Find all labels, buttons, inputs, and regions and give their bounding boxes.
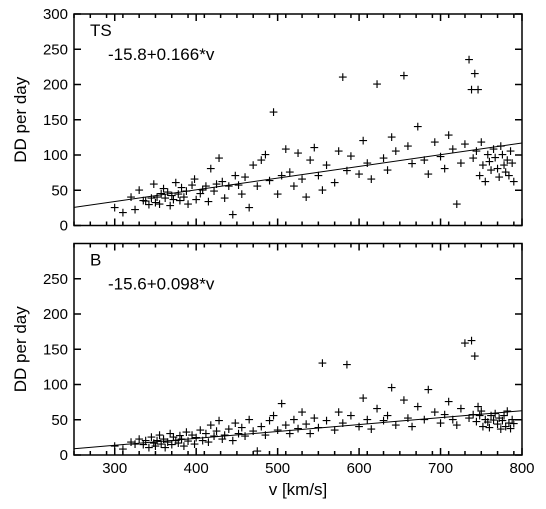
data-point: +	[269, 105, 278, 122]
y-axis-label: DD per day	[11, 76, 30, 162]
data-point: +	[383, 163, 392, 180]
scatter-figure: 050100150200250300DD per day++++++++++++…	[0, 0, 546, 509]
x-tick-label: 500	[265, 460, 290, 477]
y-tick-label: 250	[43, 271, 68, 288]
x-tick-label: 400	[184, 460, 209, 477]
x-tick-label: 800	[509, 460, 534, 477]
data-point: +	[322, 158, 331, 175]
data-point: +	[399, 68, 408, 85]
data-point: +	[452, 417, 461, 434]
data-point: +	[253, 443, 262, 460]
data-point: +	[391, 143, 400, 160]
data-point: +	[334, 143, 343, 160]
data-point: +	[273, 186, 282, 203]
data-point: +	[509, 416, 518, 433]
panel-top: 050100150200250300DD per day++++++++++++…	[11, 6, 522, 235]
data-point: +	[346, 148, 355, 165]
data-point: +	[440, 161, 449, 178]
panel-bottom: 300 400 500 600 700 800 0 50 100 150 200 250 DD per …	[11, 244, 535, 478]
data-point: +	[367, 172, 376, 189]
data-point: +	[413, 119, 422, 136]
y-tick-label: 100	[43, 147, 68, 164]
data-point: +	[391, 417, 400, 434]
data-point: +	[244, 200, 253, 217]
data-point: +	[277, 396, 286, 413]
x-tick-label: 700	[428, 460, 453, 477]
data-point: +	[452, 196, 461, 213]
data-point: +	[508, 155, 517, 172]
data-point: +	[228, 207, 237, 224]
y-axis-label: DD per day	[11, 306, 30, 392]
x-axis-label: v [km/s]	[269, 480, 328, 499]
data-point: +	[293, 146, 302, 163]
data-point: +	[403, 139, 412, 156]
fit-equation: -15.6+0.098*v	[108, 275, 215, 294]
data-point: +	[387, 380, 396, 397]
data-point: +	[473, 82, 482, 99]
y-tick-label: 200	[43, 77, 68, 94]
x-tick-label: 300	[102, 460, 127, 477]
panel-label: TS	[90, 21, 112, 40]
y-tick-label: 250	[43, 41, 68, 58]
data-point: +	[342, 163, 351, 180]
data-point: +	[407, 156, 416, 173]
y-tick-label: 300	[43, 6, 68, 23]
data-point: +	[420, 412, 429, 429]
data-point: +	[297, 172, 306, 189]
data-point: +	[253, 179, 262, 196]
data-point: +	[301, 189, 310, 206]
data-point: +	[444, 394, 453, 411]
data-point: +	[470, 348, 479, 365]
data-point: +	[318, 182, 327, 199]
data-point: +	[358, 133, 367, 150]
data-point: +	[424, 382, 433, 399]
data-point: +	[330, 175, 339, 192]
data-point: +	[456, 155, 465, 172]
data-point: +	[399, 393, 408, 410]
y-tick-label: 0	[60, 218, 68, 235]
panel-label: B	[90, 251, 101, 270]
y-tick-label: 0	[60, 447, 68, 464]
data-point: +	[407, 419, 416, 436]
y-tick-label: 150	[43, 112, 68, 129]
data-point: +	[470, 66, 479, 83]
data-point: +	[118, 205, 127, 222]
data-point: +	[372, 77, 381, 94]
x-tick-label: 600	[347, 460, 372, 477]
data-point: +	[338, 69, 347, 86]
data-point: +	[214, 151, 223, 168]
data-point: +	[261, 147, 270, 164]
data-point: +	[342, 357, 351, 374]
y-tick-label: 200	[43, 306, 68, 323]
y-tick-label: 100	[43, 377, 68, 394]
data-point: +	[509, 174, 518, 191]
data-point: +	[424, 167, 433, 184]
data-point: +	[281, 141, 290, 158]
fit-equation: -15.8+0.166*v	[108, 45, 215, 64]
data-point: +	[358, 391, 367, 408]
y-tick-label: 50	[51, 182, 68, 199]
data-point: +	[310, 140, 319, 157]
data-point: +	[363, 155, 372, 172]
y-tick-label: 50	[51, 412, 68, 429]
data-point: +	[318, 355, 327, 372]
y-tick-label: 150	[43, 341, 68, 358]
data-point: +	[467, 333, 476, 350]
data-point: +	[367, 422, 376, 439]
